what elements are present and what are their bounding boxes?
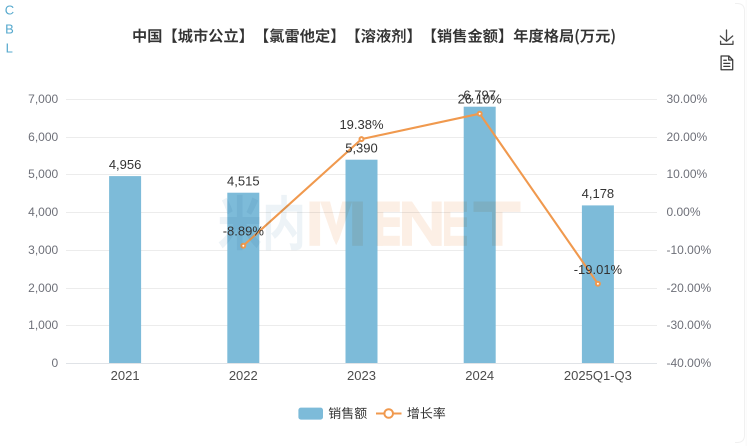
svg-text:3,000: 3,000	[28, 243, 58, 257]
svg-text:20.00%: 20.00%	[667, 130, 708, 144]
svg-text:4,956: 4,956	[109, 157, 142, 172]
svg-text:2,000: 2,000	[28, 281, 58, 295]
svg-text:L: L	[6, 41, 13, 56]
svg-text:2023: 2023	[347, 368, 376, 383]
svg-text:C: C	[5, 3, 14, 18]
svg-text:7,000: 7,000	[28, 92, 58, 106]
svg-text:30.00%: 30.00%	[667, 92, 708, 106]
svg-text:2024: 2024	[465, 368, 494, 383]
svg-text:10.00%: 10.00%	[667, 167, 708, 181]
svg-text:0.00%: 0.00%	[667, 205, 701, 219]
svg-text:26.10%: 26.10%	[458, 92, 503, 107]
svg-text:5,000: 5,000	[28, 167, 58, 181]
svg-text:-20.00%: -20.00%	[667, 281, 712, 295]
svg-text:2025Q1-Q3: 2025Q1-Q3	[564, 368, 632, 383]
svg-text:5,390: 5,390	[345, 140, 378, 155]
svg-text:-30.00%: -30.00%	[667, 318, 712, 332]
svg-text:2022: 2022	[229, 368, 258, 383]
svg-text:6,797: 6,797	[463, 87, 496, 102]
svg-text:0: 0	[52, 356, 59, 370]
svg-text:19.38%: 19.38%	[339, 117, 384, 132]
svg-text:4,515: 4,515	[227, 173, 260, 188]
svg-text:-40.00%: -40.00%	[667, 356, 712, 370]
svg-text:1,000: 1,000	[28, 318, 58, 332]
svg-text:-10.00%: -10.00%	[667, 243, 712, 257]
svg-text:4,000: 4,000	[28, 205, 58, 219]
svg-text:B: B	[5, 22, 14, 37]
svg-text:-19.01%: -19.01%	[574, 262, 623, 277]
svg-text:4,178: 4,178	[582, 186, 615, 201]
svg-text:2021: 2021	[111, 368, 140, 383]
svg-text:6,000: 6,000	[28, 130, 58, 144]
svg-text:-8.89%: -8.89%	[223, 224, 265, 239]
